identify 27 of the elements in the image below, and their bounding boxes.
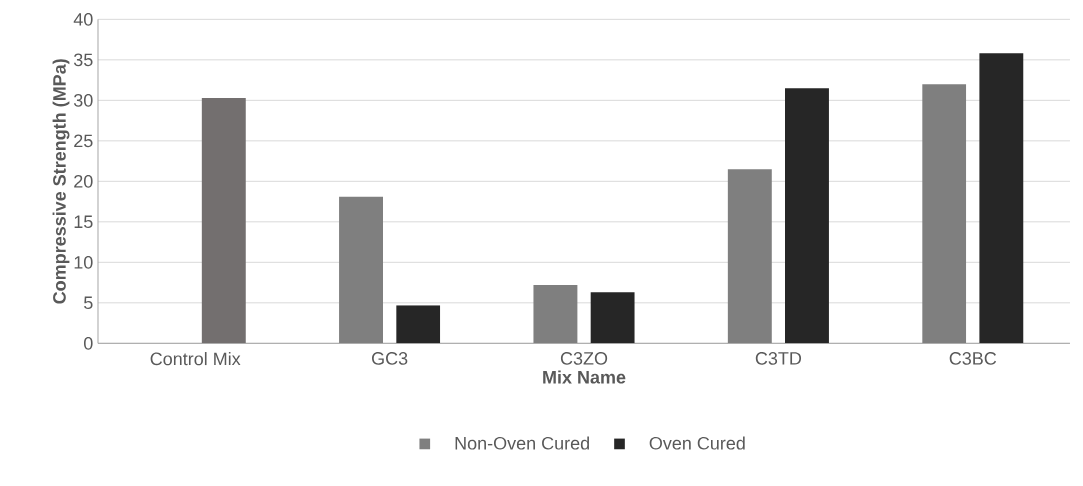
x-tick-label: C3ZO xyxy=(560,352,608,365)
y-tick-label: 15 xyxy=(74,215,93,229)
bar xyxy=(396,305,441,344)
bar xyxy=(922,84,967,344)
y-tick-label: 0 xyxy=(84,336,93,350)
y-tick-label: 25 xyxy=(74,134,93,148)
bar xyxy=(339,196,383,344)
bar xyxy=(785,88,829,344)
y-tick-label: 35 xyxy=(73,53,93,67)
bar xyxy=(533,285,578,344)
bar xyxy=(201,97,246,344)
x-tick-label: C3TD xyxy=(755,352,802,365)
bar xyxy=(727,169,772,344)
y-tick-label: 5 xyxy=(84,296,93,310)
bar xyxy=(979,53,1024,344)
bar xyxy=(590,292,635,344)
y-tick-label: 30 xyxy=(73,93,93,107)
legend-label: Non-Oven Cured xyxy=(455,436,589,450)
x-tick-label: C3BC xyxy=(949,352,997,365)
y-axis-title: Compressive Strength (MPa) xyxy=(52,59,70,304)
x-axis-title: Mix Name xyxy=(543,370,626,384)
x-tick-label: GC3 xyxy=(372,352,408,365)
x-tick-label: Control Mix xyxy=(150,352,241,366)
y-tick-label: 10 xyxy=(74,255,93,269)
legend-label: Oven Cured xyxy=(649,436,745,450)
y-tick-label: 20 xyxy=(74,174,93,188)
y-tick-label: 40 xyxy=(73,12,93,26)
